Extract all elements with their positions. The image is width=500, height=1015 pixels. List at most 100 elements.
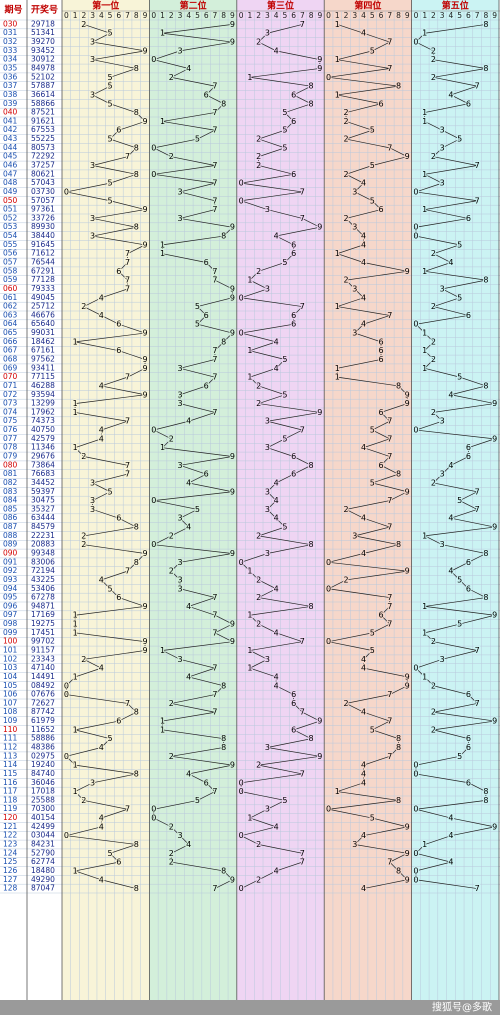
trend-digit: 7	[212, 593, 217, 602]
trend-digit: 4	[361, 769, 366, 778]
winning-number: 79333	[31, 284, 55, 293]
trend-digit: 4	[361, 655, 366, 664]
trend-digit: 2	[344, 108, 349, 117]
trend-digit: 8	[134, 840, 139, 849]
trend-digit: 6	[466, 311, 471, 320]
period: 076	[3, 425, 18, 434]
trend-digit: 1	[73, 672, 78, 681]
winning-number: 43225	[31, 575, 55, 584]
trend-digit: 8	[396, 540, 401, 549]
trend-digit: 5	[370, 646, 375, 655]
trend-digit: 3	[440, 540, 445, 549]
trend-digit: 6	[378, 408, 383, 417]
trend-digit: 0	[326, 805, 331, 814]
trend-digit: 7	[212, 611, 217, 620]
trend-digit: 9	[492, 523, 497, 532]
trend-digit: 4	[99, 426, 104, 435]
trend-digit: 4	[274, 46, 279, 55]
trend-digit: 2	[431, 637, 436, 646]
trend-digit: 2	[256, 875, 261, 884]
winning-number: 99348	[31, 549, 55, 558]
period: 124	[3, 848, 18, 857]
trend-digit: 2	[344, 135, 349, 144]
trend-digit: 8	[134, 558, 139, 567]
winning-number: 99031	[31, 328, 55, 337]
trend-digit: 1	[422, 531, 427, 540]
trend-digit: 2	[256, 531, 261, 540]
winning-number: 14491	[31, 672, 55, 681]
trend-digit: 8	[134, 170, 139, 179]
digit-header: 5	[282, 11, 287, 20]
winning-number: 76683	[31, 469, 55, 478]
trend-digit: 4	[99, 743, 104, 752]
trend-digit: 0	[413, 426, 418, 435]
trend-digit: 2	[256, 593, 261, 602]
trend-digit: 3	[265, 505, 270, 514]
trend-digit: 2	[256, 135, 261, 144]
winning-number: 30912	[31, 55, 55, 64]
trend-digit: 8	[134, 223, 139, 232]
trend-digit: 7	[125, 249, 130, 258]
period: 038	[3, 90, 18, 99]
trend-digit: 6	[291, 690, 296, 699]
trend-digit: 4	[99, 434, 104, 443]
period: 115	[3, 769, 18, 778]
trend-digit: 5	[282, 126, 287, 135]
digit-header: 8	[309, 11, 314, 20]
trend-digit: 5	[457, 575, 462, 584]
trend-digit: 8	[309, 99, 314, 108]
trend-digit: 1	[335, 302, 340, 311]
trend-digit: 1	[160, 646, 165, 655]
winning-number: 72292	[31, 152, 55, 161]
period: 030	[3, 19, 18, 28]
period: 044	[3, 143, 18, 152]
trend-digit: 5	[282, 390, 287, 399]
period: 047	[3, 169, 18, 178]
winning-number: 57043	[31, 178, 55, 187]
winning-number: 80621	[31, 169, 55, 178]
trend-digit: 4	[361, 258, 366, 267]
trend-digit: 3	[177, 558, 182, 567]
trend-digit: 4	[99, 664, 104, 673]
trend-digit: 4	[448, 461, 453, 470]
trend-digit: 7	[300, 214, 305, 223]
trend-digit: 5	[282, 796, 287, 805]
trend-digit: 3	[440, 143, 445, 152]
winning-number: 55225	[31, 134, 55, 143]
trend-digit: 2	[431, 46, 436, 55]
winning-number: 40750	[31, 425, 55, 434]
trend-digit: 8	[221, 734, 226, 743]
trend-digit: 1	[422, 602, 427, 611]
winning-number: 18480	[31, 866, 55, 875]
trend-digit: 7	[212, 205, 217, 214]
trend-digit: 9	[230, 875, 235, 884]
trend-digit: 7	[212, 346, 217, 355]
trend-digit: 9	[405, 567, 410, 576]
trend-digit: 8	[221, 681, 226, 690]
winning-number: 07676	[31, 690, 55, 699]
winning-number: 89930	[31, 222, 55, 231]
trend-digit: 6	[291, 311, 296, 320]
trend-digit: 7	[475, 646, 480, 655]
trend-digit: 3	[177, 461, 182, 470]
winning-number: 67553	[31, 125, 55, 134]
trend-digit: 6	[204, 470, 209, 479]
winning-number: 49290	[31, 875, 55, 884]
trend-digit: 4	[361, 232, 366, 241]
winning-number: 61979	[31, 716, 55, 725]
period: 067	[3, 346, 18, 355]
trend-digit: 1	[160, 443, 165, 452]
trend-digit: 8	[396, 866, 401, 875]
trend-digit: 7	[387, 496, 392, 505]
trend-digit: 9	[142, 646, 147, 655]
trend-digit: 6	[116, 320, 121, 329]
trend-digit: 3	[90, 478, 95, 487]
trend-digit: 6	[204, 311, 209, 320]
digit-header: 5	[108, 11, 113, 20]
period: 077	[3, 434, 18, 443]
trend-digit: 0	[151, 55, 156, 64]
trend-line	[65, 24, 147, 889]
period: 071	[3, 381, 18, 390]
digit-header: 1	[73, 11, 78, 20]
trend-digit: 5	[108, 487, 113, 496]
